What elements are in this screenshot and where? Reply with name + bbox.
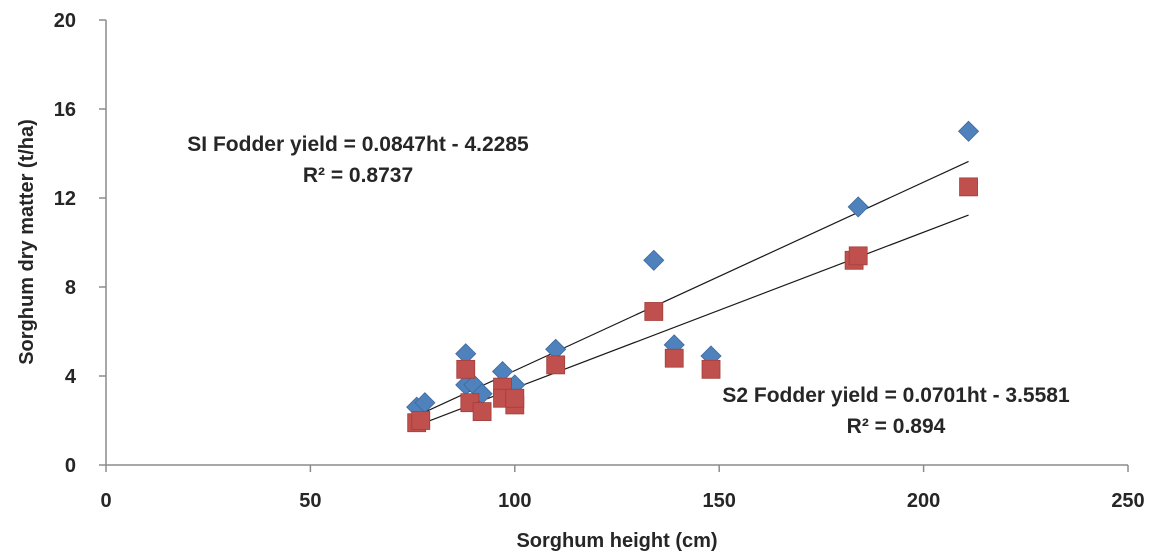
s1-equation: SI Fodder yield = 0.0847ht - 4.2285 [187, 133, 529, 156]
y-tick-label: 20 [54, 10, 76, 32]
s1-point [847, 196, 869, 218]
s2-point [472, 402, 492, 422]
x-tick-label: 150 [703, 490, 736, 512]
x-ticks: 0 50 100 150 200 250 [100, 465, 1145, 512]
s2-r-squared: R² = 0.894 [847, 415, 946, 438]
x-tick-label: 250 [1111, 490, 1144, 512]
x-tick-label: 0 [100, 490, 111, 512]
y-ticks: 0 4 8 12 16 20 [54, 10, 106, 477]
s2-point [546, 355, 566, 375]
s1-point [643, 249, 665, 271]
x-axis-title: Sorghum height (cm) [516, 530, 717, 552]
y-tick-label: 12 [54, 188, 76, 210]
s2-point [959, 177, 978, 197]
y-tick-label: 8 [65, 277, 76, 299]
y-tick-label: 0 [65, 455, 76, 477]
s2-equation: S2 Fodder yield = 0.0701ht - 3.5581 [722, 384, 1070, 407]
x-tick-label: 50 [299, 490, 321, 512]
s2-point [505, 388, 525, 408]
x-tick-label: 100 [498, 490, 531, 512]
s2-point [644, 302, 664, 321]
axes [105, 20, 1128, 466]
s2-point [664, 348, 684, 368]
s2-point [701, 359, 721, 379]
s1-point [958, 120, 980, 142]
markers [406, 120, 980, 433]
s2-point [456, 359, 476, 379]
y-axis-title: Sorghum dry matter (t/ha) [16, 119, 38, 365]
s1-r-squared: R² = 0.8737 [303, 164, 413, 187]
y-tick-label: 16 [54, 99, 76, 121]
x-tick-label: 200 [907, 490, 940, 512]
y-tick-label: 4 [65, 366, 77, 388]
s2-point [848, 246, 868, 266]
s2-point [411, 411, 431, 430]
